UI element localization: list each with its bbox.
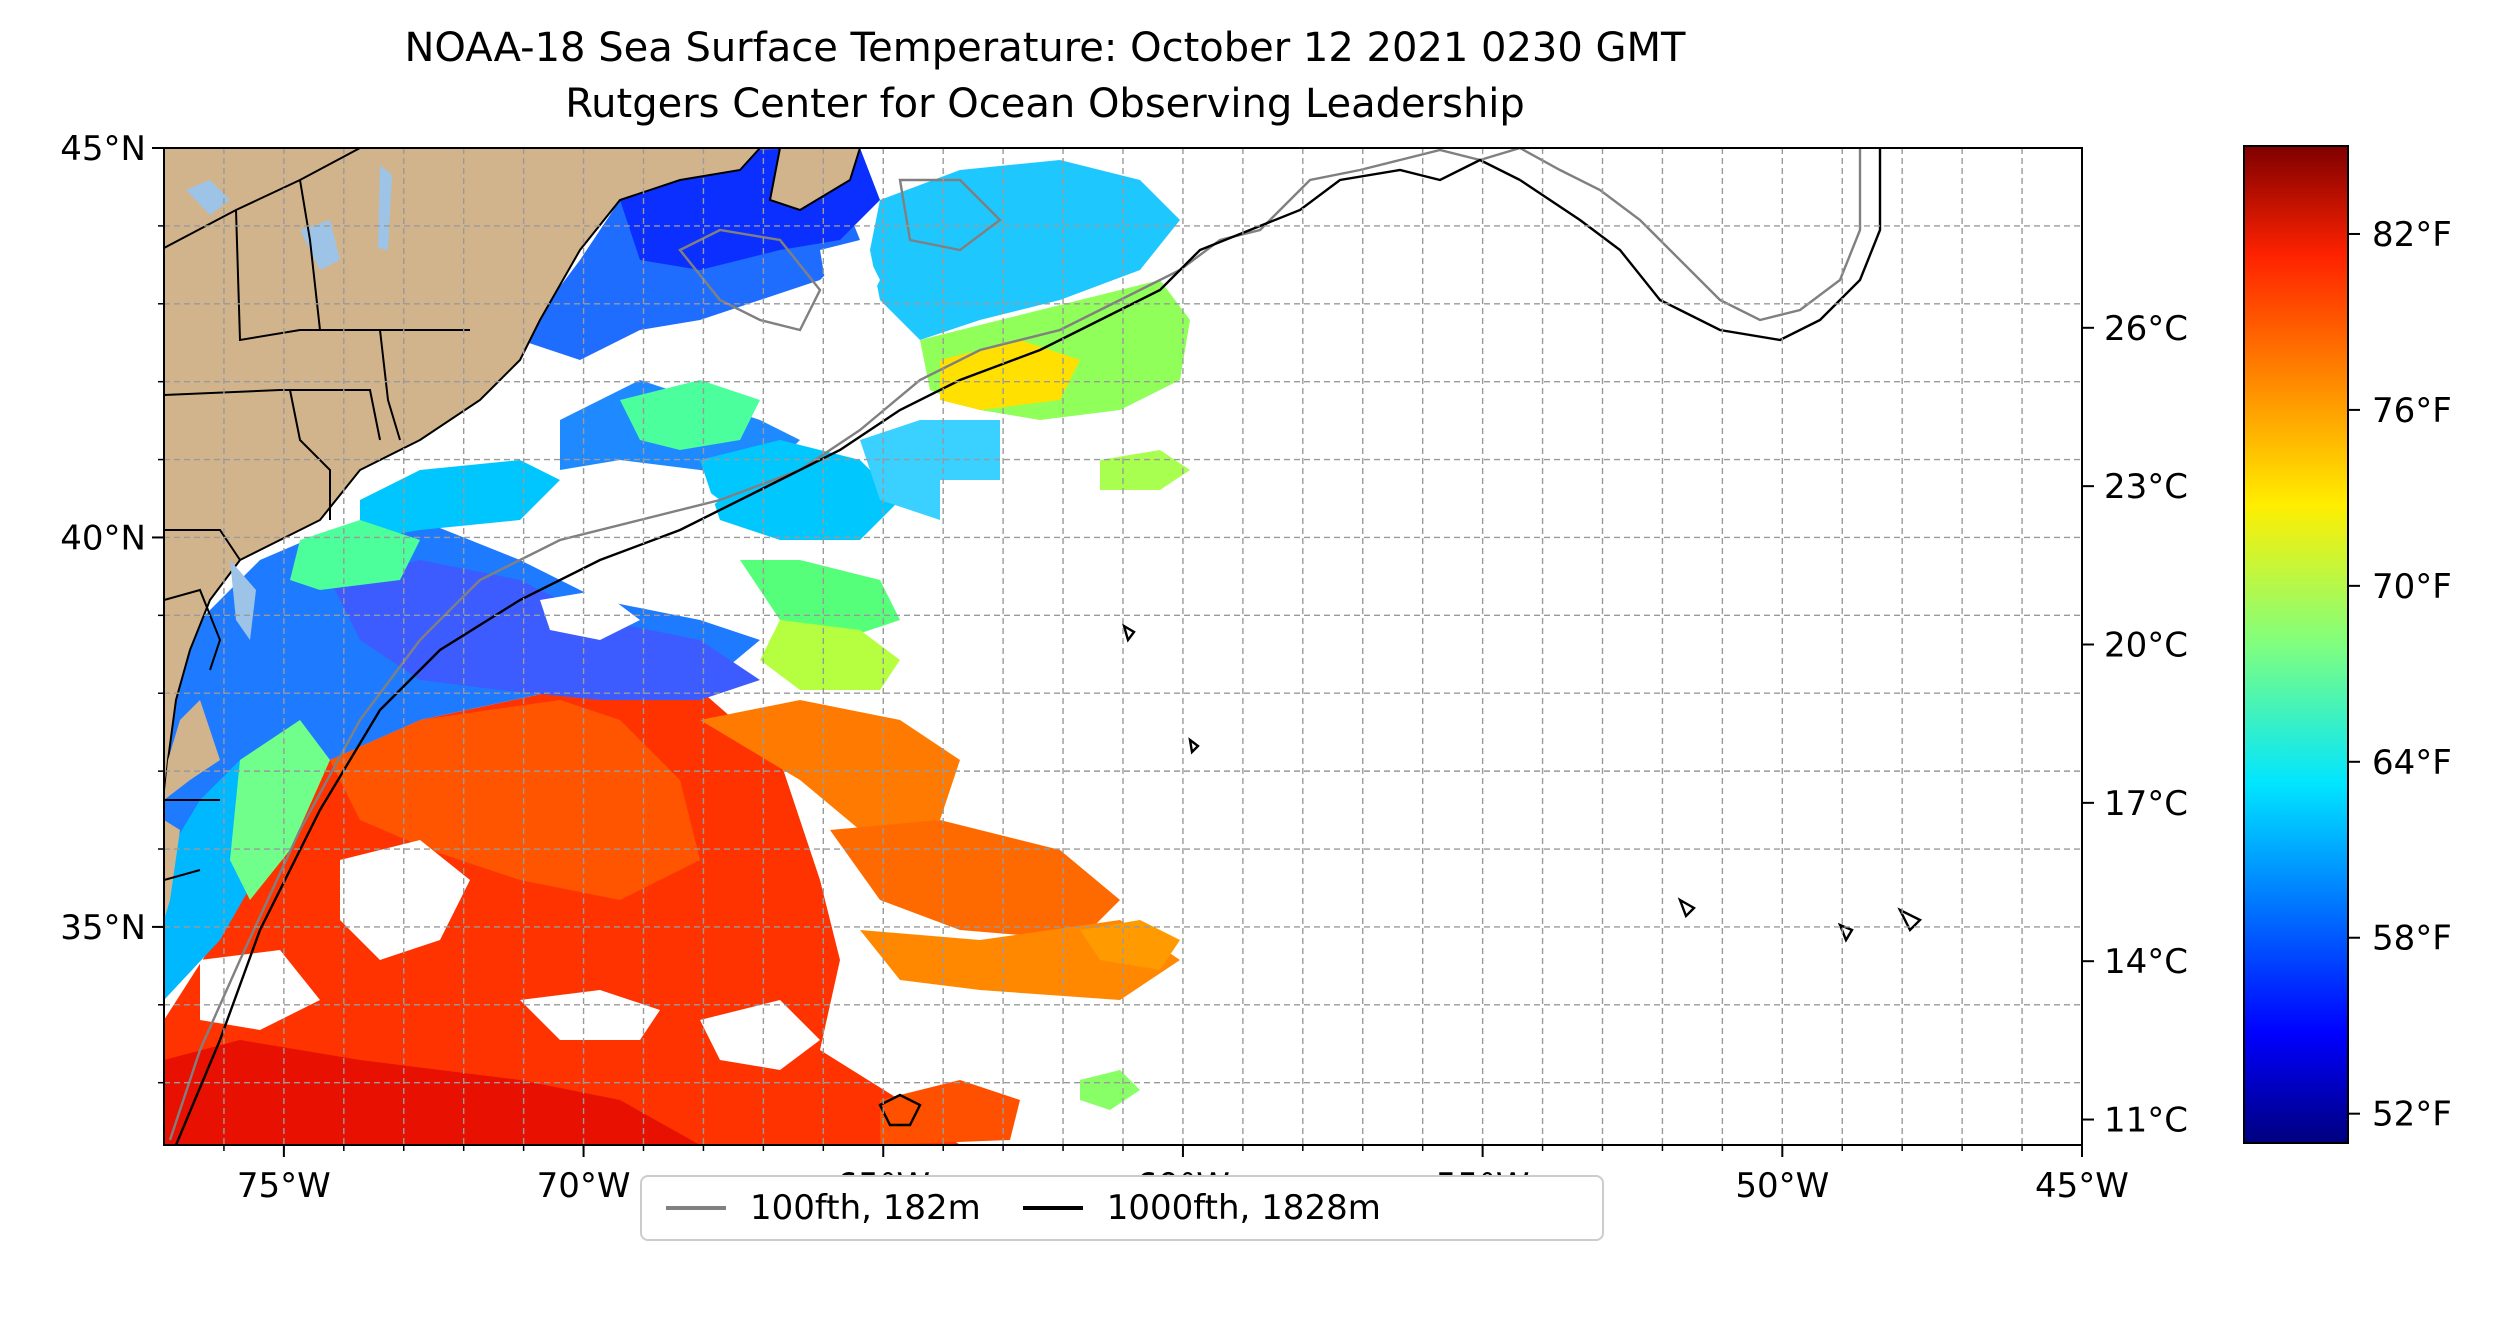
colorbar-fahrenheit-ticks: 52°F 58°F 64°F 70°F 76°F 82°F (2348, 215, 2452, 1135)
colorbar-c-label: 17°C (2104, 784, 2188, 824)
x-tick-label: 45°W (2035, 1166, 2129, 1206)
map-grid (164, 148, 2082, 1145)
chart-subtitle: Rutgers Center for Ocean Observing Leade… (565, 81, 1525, 127)
legend: 100fth, 182m 1000fth, 1828m (640, 1175, 1604, 1241)
legend-swatch-gray (666, 1206, 726, 1210)
legend-label-100fth: 100fth, 182m (750, 1188, 981, 1228)
colorbar-f-label: 70°F (2372, 567, 2452, 607)
isobath-1000fth (174, 148, 1923, 1145)
x-tick-label: 50°W (1735, 1166, 1829, 1206)
sst-field (164, 148, 1190, 1145)
colorbar-c-label: 26°C (2104, 309, 2188, 349)
chart-title: NOAA-18 Sea Surface Temperature: October… (404, 25, 1686, 71)
colorbar-c-label: 20°C (2104, 626, 2188, 666)
colorbar-f-label: 82°F (2372, 215, 2452, 255)
y-tick-label: 45°N (60, 129, 146, 169)
colorbar-c-label: 23°C (2104, 467, 2188, 507)
legend-item-1000fth: 1000fth, 1828m (1022, 1188, 1381, 1228)
colorbar-gradient (2243, 145, 2349, 1144)
colorbar-celsius-ticks: 11°C 14°C 17°C 20°C 23°C 26°C (2082, 309, 2188, 1141)
latitude-axis: 45°N 40°N 35°N (60, 129, 164, 1084)
y-tick-label: 35°N (60, 908, 146, 948)
legend-item-100fth: 100fth, 182m (666, 1188, 981, 1228)
y-tick-label: 40°N (60, 518, 146, 558)
legend-swatch-black (1022, 1206, 1083, 1210)
land-mass (164, 148, 862, 920)
colorbar-f-label: 76°F (2372, 391, 2452, 431)
legend-label-1000fth: 1000fth, 1828m (1106, 1188, 1381, 1228)
x-tick-label: 75°W (237, 1166, 331, 1206)
colorbar-f-label: 58°F (2372, 919, 2452, 959)
colorbar-c-label: 14°C (2104, 942, 2188, 982)
colorbar: 11°C 14°C 17°C 20°C 23°C 26°C 52°F 58°F 64°F 70°… (2082, 145, 2452, 1144)
x-tick-label: 70°W (537, 1166, 631, 1206)
colorbar-f-label: 52°F (2372, 1095, 2452, 1135)
colorbar-c-label: 11°C (2104, 1101, 2188, 1141)
colorbar-f-label: 64°F (2372, 743, 2452, 783)
